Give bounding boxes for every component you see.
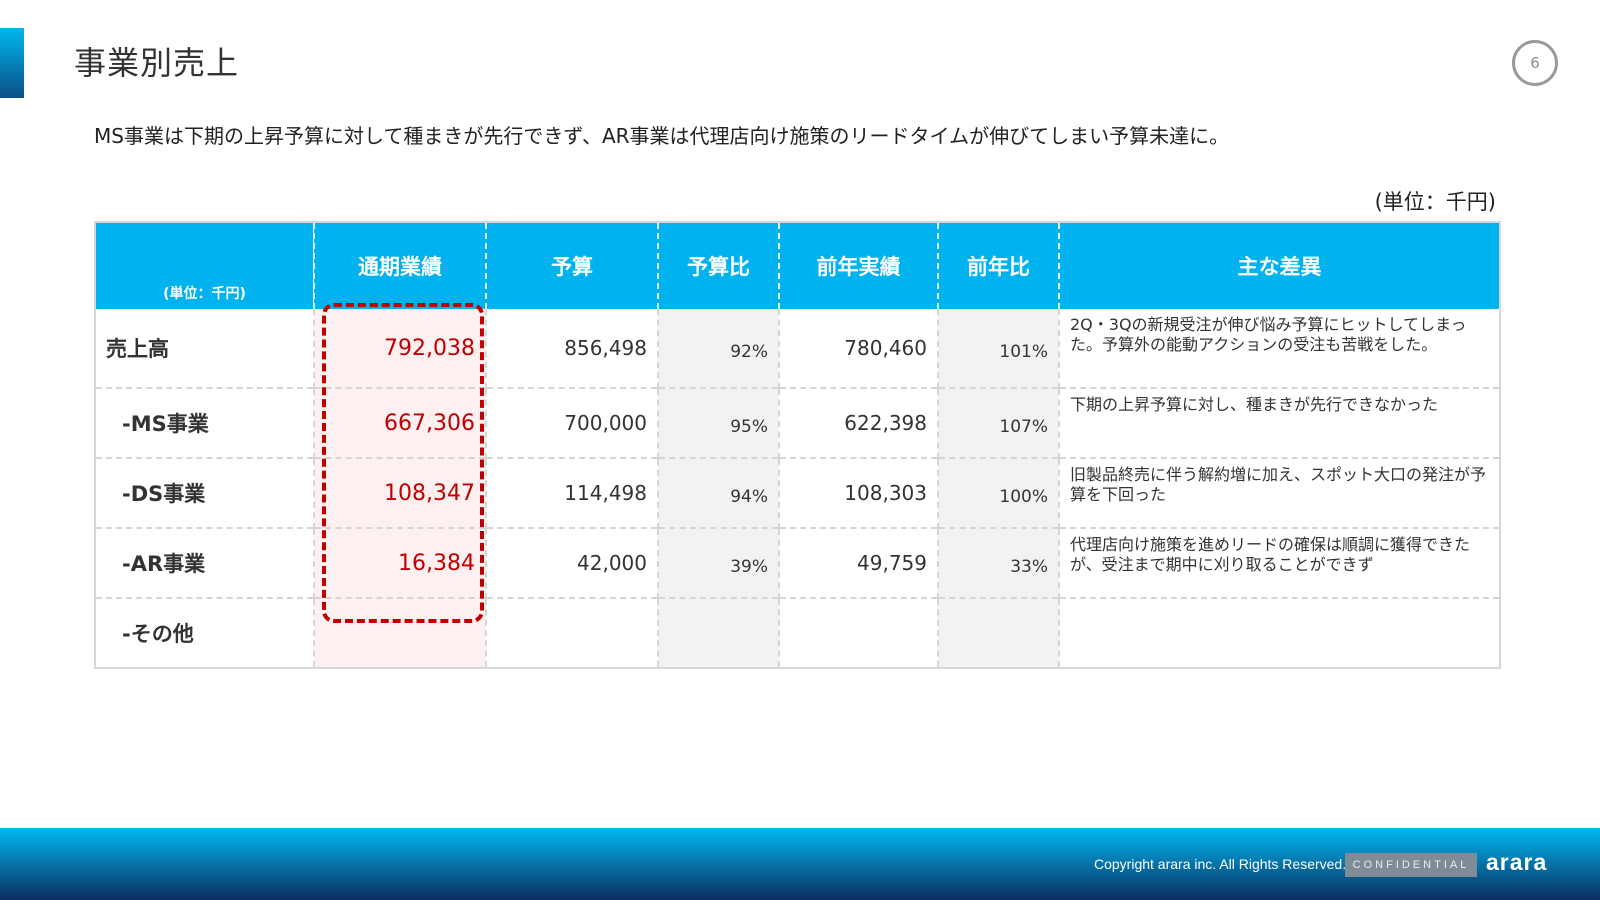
lead-text: MS事業は下期の上昇予算に対して種まきが先行できず、AR事業は代理店向け施策のリ… <box>94 124 1230 148</box>
footer-bar <box>0 828 1600 900</box>
budget-value: 700,000 <box>485 387 658 458</box>
actual-value: 108,347 <box>313 457 486 528</box>
prev-actual-value: 108,303 <box>778 457 938 528</box>
copyright-text: Copyright arara inc. All Rights Reserved… <box>1094 856 1347 872</box>
page-title: 事業別売上 <box>74 44 240 82</box>
table-row: -MS事業 667,306 700,000 95% 622,398 107% 下… <box>95 387 1500 458</box>
row-label: -DS事業 <box>95 457 314 528</box>
prev-actual-value <box>778 597 938 668</box>
prev-ratio-value: 101% <box>937 309 1059 388</box>
actual-value: 16,384 <box>313 527 486 598</box>
actual-value <box>313 597 486 668</box>
header-unit-label: (単位：千円) <box>163 286 246 302</box>
budget-ratio-value: 92% <box>657 309 779 388</box>
confidential-badge: CONFIDENTIAL <box>1345 853 1477 877</box>
header-actual: 通期業績 <box>313 222 486 309</box>
header-prev-actual: 前年実績 <box>778 222 938 309</box>
title-accent-bar <box>0 28 24 98</box>
table-row: 売上高 792,038 856,498 92% 780,460 101% 2Q・… <box>95 309 1500 388</box>
sales-table: (単位：千円) 通期業績 予算 予算比 前年実績 前年比 主な差異 売上高 79… <box>94 221 1501 669</box>
table-row: -DS事業 108,347 114,498 94% 108,303 100% 旧… <box>95 457 1500 528</box>
diff-note <box>1058 597 1500 668</box>
company-logo: arara <box>1486 849 1548 875</box>
table-header-row: (単位：千円) 通期業績 予算 予算比 前年実績 前年比 主な差異 <box>95 222 1500 309</box>
row-label: 売上高 <box>106 337 169 361</box>
actual-value: 792,038 <box>313 309 486 388</box>
unit-note: (単位：千円) <box>1374 190 1496 214</box>
prev-actual-value: 49,759 <box>778 527 938 598</box>
prev-ratio-value: 33% <box>937 527 1059 598</box>
diff-note: 旧製品終売に伴う解約増に加え、スポット大口の発注が予算を下回った <box>1058 457 1500 528</box>
budget-value <box>485 597 658 668</box>
budget-value: 42,000 <box>485 527 658 598</box>
header-budget: 予算 <box>485 222 658 309</box>
budget-value: 114,498 <box>485 457 658 528</box>
row-label: -AR事業 <box>95 527 314 598</box>
table-row: -AR事業 16,384 42,000 39% 49,759 33% 代理店向け… <box>95 527 1500 598</box>
diff-note: 代理店向け施策を進めリードの確保は順調に獲得できたが、受注まで期中に刈り取ること… <box>1058 527 1500 598</box>
page-number-badge: 6 <box>1512 40 1558 86</box>
prev-ratio-value: 100% <box>937 457 1059 528</box>
prev-ratio-value: 107% <box>937 387 1059 458</box>
prev-actual-value: 622,398 <box>778 387 938 458</box>
actual-value: 667,306 <box>313 387 486 458</box>
prev-ratio-value <box>937 597 1059 668</box>
row-label: -その他 <box>95 597 314 668</box>
budget-ratio-value <box>657 597 779 668</box>
budget-ratio-value: 95% <box>657 387 779 458</box>
diff-note: 2Q・3Qの新規受注が伸び悩み予算にヒットしてしまった。予算外の能動アクションの… <box>1058 309 1500 388</box>
header-prev-ratio: 前年比 <box>937 222 1059 309</box>
table-row: -その他 <box>95 597 1500 668</box>
header-unit-cell: (単位：千円) <box>95 222 314 309</box>
row-label: -MS事業 <box>95 387 314 458</box>
header-diff: 主な差異 <box>1058 222 1500 309</box>
budget-ratio-value: 94% <box>657 457 779 528</box>
header-budget-ratio: 予算比 <box>657 222 779 309</box>
diff-note: 下期の上昇予算に対し、種まきが先行できなかった <box>1058 387 1500 458</box>
budget-ratio-value: 39% <box>657 527 779 598</box>
budget-value: 856,498 <box>485 309 658 388</box>
prev-actual-value: 780,460 <box>778 309 938 388</box>
